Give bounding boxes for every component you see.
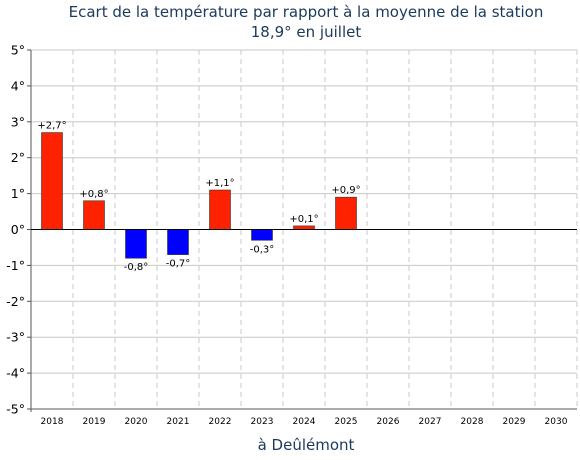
y-tick-label: 0° [11,222,25,237]
data-label-2018: +2,7° [37,121,66,132]
data-labels: +2,7° +0,8° -0,8° -0,7° +1,1° -0,3° +0,1° +0,9° [37,121,360,274]
x-tick-labels: 2018 2019 2020 2021 2022 2023 2024 2025 2026 2027… [41,417,568,427]
y-tick-label: 4° [11,78,25,93]
data-label-2021: -0,7° [166,259,191,270]
data-label-2020: -0,8° [124,262,149,273]
data-label-2025: +0,9° [331,185,360,196]
bar-2018 [41,132,63,230]
chart-title: Ecart de la température par rapport à la… [69,3,544,21]
y-tick-label: 5° [11,43,25,58]
x-tick-label-2020: 2020 [125,417,148,427]
x-tick-label-2024: 2024 [293,417,316,427]
data-label-2019: +0,8° [79,189,108,200]
y-tick-label: -3° [6,330,25,345]
chart-subtitle: 18,9° en juillet [251,23,362,41]
bar-2024 [293,225,315,230]
y-tick-label: -4° [6,366,25,381]
data-label-2023: -0,3° [250,244,275,255]
x-tick-label-2028: 2028 [461,417,484,427]
y-tick-label: 2° [11,150,25,165]
x-axis-label: à Deûlémont [258,436,355,454]
bar-2022 [209,189,231,230]
x-tick-label-2022: 2022 [209,417,232,427]
x-tick-label-2030: 2030 [545,417,568,427]
bar-2020 [125,229,147,259]
bar-2019 [83,200,105,230]
y-tick-label: -2° [6,294,25,309]
x-tick-label-2023: 2023 [251,417,274,427]
y-tick-label: 3° [11,114,25,129]
axes [27,49,577,412]
bar-2021 [167,229,189,255]
y-tick-label: -5° [6,402,25,417]
y-tick-label: 1° [11,186,25,201]
grid [31,49,578,410]
x-tick-label-2018: 2018 [41,417,64,427]
data-label-2024: +0,1° [289,214,318,225]
x-tick-label-2026: 2026 [377,417,400,427]
bar-2025 [335,196,357,230]
y-tick-label: -1° [6,258,25,273]
x-tick-label-2019: 2019 [83,417,106,427]
x-tick-label-2029: 2029 [503,417,526,427]
x-tick-label-2027: 2027 [419,417,442,427]
data-label-2022: +1,1° [205,178,234,189]
y-tick-labels: 5° 4° 3° 2° 1° 0° -1° -2° -3° -4° -5° [6,43,25,417]
bar-2023 [251,229,273,241]
x-tick-label-2021: 2021 [167,417,190,427]
x-tick-label-2025: 2025 [335,417,358,427]
